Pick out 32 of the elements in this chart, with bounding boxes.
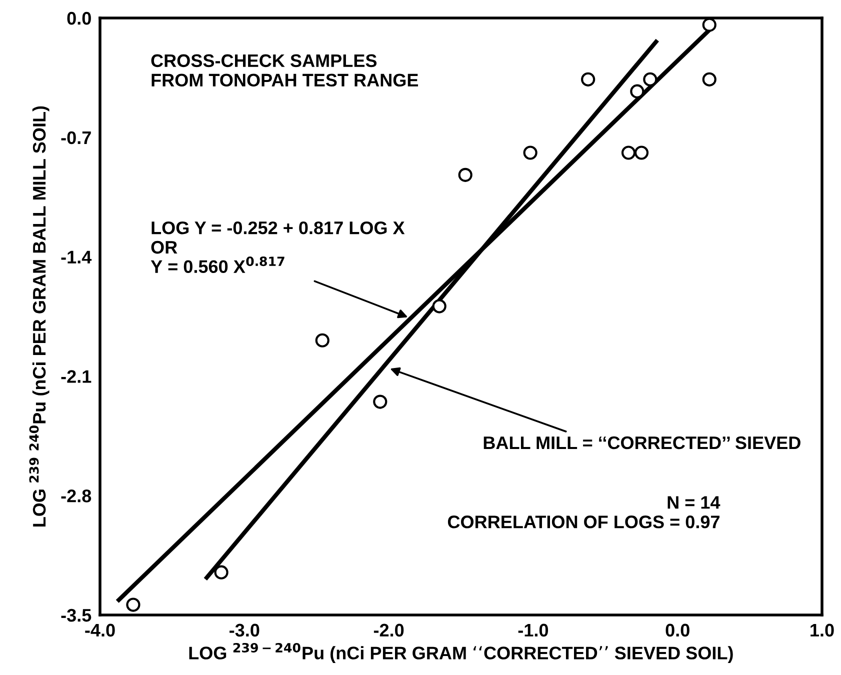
y-tick-label: 0.0 xyxy=(67,12,91,25)
point xyxy=(621,146,636,160)
x-tick-label: 1.0 xyxy=(810,624,834,637)
point xyxy=(373,394,388,409)
annotation: BALL MILL = ‘‘CORRECTED’’ SIEVED xyxy=(484,436,800,450)
annotation: CROSS-CHECK SAMPLES FROM TONOPAH TEST RANGE xyxy=(151,54,418,87)
point xyxy=(702,72,716,86)
x-tick-label: 0.0 xyxy=(666,624,690,637)
point xyxy=(630,84,644,98)
y-tick-label: -0.7 xyxy=(61,131,91,144)
point xyxy=(214,565,228,580)
point xyxy=(315,333,330,348)
x-tick-label: -3.0 xyxy=(230,624,260,637)
x-axis-title: LOG $^{239−240}$Pu (nCi PER GRAM ‘‘CORRECTED’’ SIEVED SOIL) xyxy=(189,642,733,663)
annotation: N = 14 CORRELATION OF LOGS = 0.97 xyxy=(448,496,720,528)
x-tick-label: -1.0 xyxy=(518,624,548,637)
point xyxy=(432,299,446,314)
x-tick-label: -2.0 xyxy=(374,624,404,637)
point xyxy=(702,18,716,32)
point xyxy=(458,168,472,182)
y-axis-title: LOG $^{239 240}$Pu (nCi PER GRAM BALL MILL SOIL) xyxy=(29,106,50,526)
point xyxy=(634,146,649,160)
annotation: LOG Y = -0.252 + 0.817 LOG X OR Y = 0.560 X$^{0.817}$ xyxy=(150,221,405,273)
point xyxy=(581,72,596,86)
point xyxy=(126,598,140,612)
y-tick-label: -3.5 xyxy=(61,608,92,622)
point xyxy=(523,146,538,160)
point xyxy=(643,72,658,86)
y-tick-label: -2.1 xyxy=(61,370,92,383)
x-tick-label: -4.0 xyxy=(85,624,115,637)
y-tick-label: -1.4 xyxy=(61,250,92,264)
y-tick-label: -2.8 xyxy=(61,490,92,502)
